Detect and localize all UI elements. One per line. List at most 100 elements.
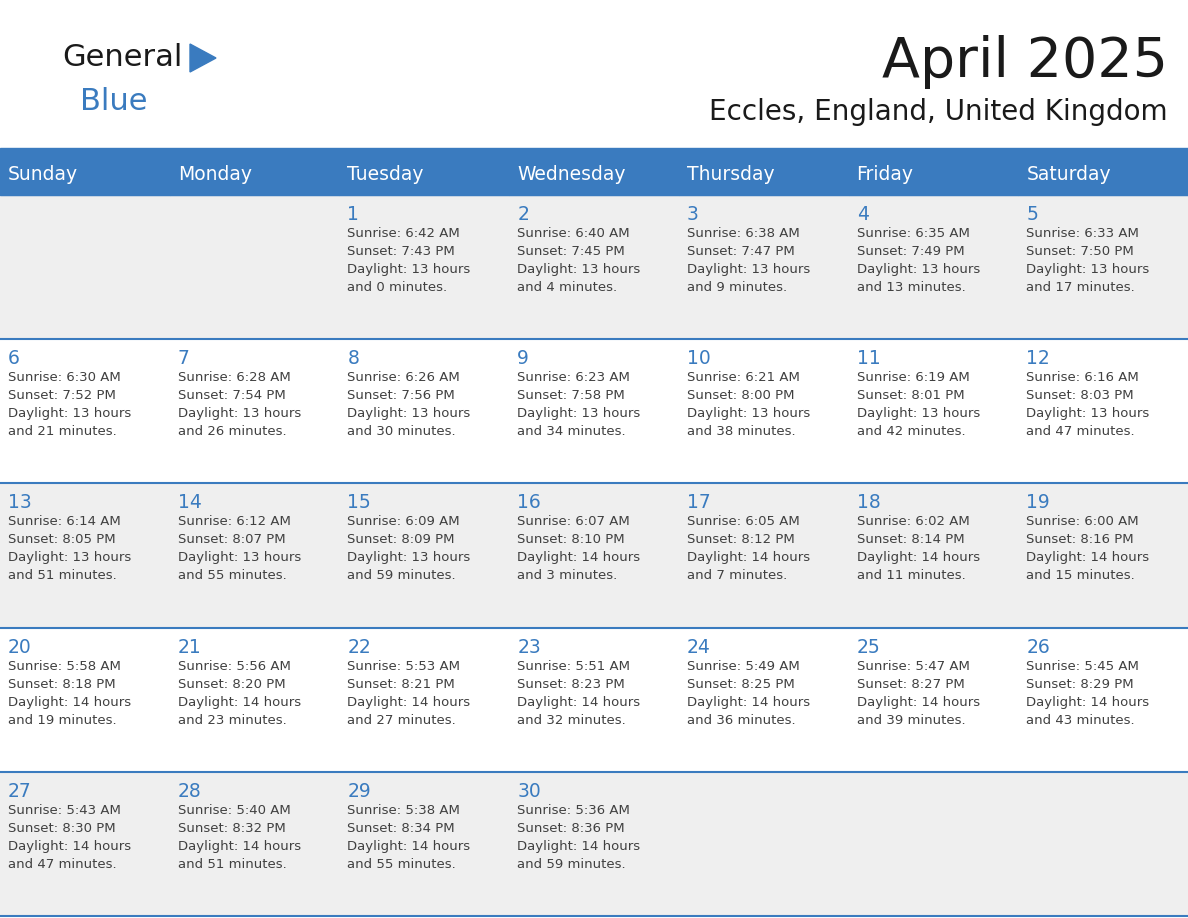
Bar [340, 153, 510, 195]
Bar [170, 628, 340, 772]
Text: Sunrise: 5:47 AM
Sunset: 8:27 PM
Daylight: 14 hours
and 39 minutes.: Sunrise: 5:47 AM Sunset: 8:27 PM Dayligh… [857, 660, 980, 727]
Bar [170, 484, 340, 628]
Text: Sunrise: 6:33 AM
Sunset: 7:50 PM
Daylight: 13 hours
and 17 minutes.: Sunrise: 6:33 AM Sunset: 7:50 PM Dayligh… [1026, 227, 1150, 294]
Bar [510, 339, 678, 484]
Text: 23: 23 [517, 638, 541, 656]
Bar [1018, 484, 1188, 628]
Text: 21: 21 [178, 638, 202, 656]
Text: General: General [62, 43, 183, 73]
Text: Sunrise: 5:38 AM
Sunset: 8:34 PM
Daylight: 14 hours
and 55 minutes.: Sunrise: 5:38 AM Sunset: 8:34 PM Dayligh… [347, 804, 470, 871]
Bar [0, 339, 170, 484]
Bar [510, 195, 678, 339]
Text: Sunrise: 6:12 AM
Sunset: 8:07 PM
Daylight: 13 hours
and 55 minutes.: Sunrise: 6:12 AM Sunset: 8:07 PM Dayligh… [178, 515, 301, 582]
Bar [1018, 339, 1188, 484]
Text: 22: 22 [347, 638, 371, 656]
Bar [1018, 153, 1188, 195]
Text: 3: 3 [687, 205, 699, 224]
Text: 25: 25 [857, 638, 880, 656]
Text: Sunrise: 6:38 AM
Sunset: 7:47 PM
Daylight: 13 hours
and 9 minutes.: Sunrise: 6:38 AM Sunset: 7:47 PM Dayligh… [687, 227, 810, 294]
Bar [848, 772, 1018, 916]
Text: Sunrise: 6:09 AM
Sunset: 8:09 PM
Daylight: 13 hours
and 59 minutes.: Sunrise: 6:09 AM Sunset: 8:09 PM Dayligh… [347, 515, 470, 582]
Text: 19: 19 [1026, 493, 1050, 512]
Bar [678, 339, 848, 484]
Text: 1: 1 [347, 205, 359, 224]
Text: 5: 5 [1026, 205, 1038, 224]
Text: 24: 24 [687, 638, 710, 656]
Text: Sunrise: 6:40 AM
Sunset: 7:45 PM
Daylight: 13 hours
and 4 minutes.: Sunrise: 6:40 AM Sunset: 7:45 PM Dayligh… [517, 227, 640, 294]
Bar [848, 153, 1018, 195]
Text: 2: 2 [517, 205, 529, 224]
Bar [1018, 628, 1188, 772]
Bar [510, 628, 678, 772]
Text: Monday: Monday [178, 164, 252, 184]
Text: Sunrise: 6:35 AM
Sunset: 7:49 PM
Daylight: 13 hours
and 13 minutes.: Sunrise: 6:35 AM Sunset: 7:49 PM Dayligh… [857, 227, 980, 294]
Text: Sunrise: 6:26 AM
Sunset: 7:56 PM
Daylight: 13 hours
and 30 minutes.: Sunrise: 6:26 AM Sunset: 7:56 PM Dayligh… [347, 371, 470, 438]
Bar [0, 195, 170, 339]
Bar [848, 628, 1018, 772]
Text: 8: 8 [347, 349, 359, 368]
Text: 6: 6 [8, 349, 20, 368]
Text: 17: 17 [687, 493, 710, 512]
Bar [170, 772, 340, 916]
Text: Sunrise: 6:14 AM
Sunset: 8:05 PM
Daylight: 13 hours
and 51 minutes.: Sunrise: 6:14 AM Sunset: 8:05 PM Dayligh… [8, 515, 131, 582]
Text: Sunrise: 5:49 AM
Sunset: 8:25 PM
Daylight: 14 hours
and 36 minutes.: Sunrise: 5:49 AM Sunset: 8:25 PM Dayligh… [687, 660, 810, 727]
Text: Sunrise: 5:36 AM
Sunset: 8:36 PM
Daylight: 14 hours
and 59 minutes.: Sunrise: 5:36 AM Sunset: 8:36 PM Dayligh… [517, 804, 640, 871]
Text: Sunrise: 6:05 AM
Sunset: 8:12 PM
Daylight: 14 hours
and 7 minutes.: Sunrise: 6:05 AM Sunset: 8:12 PM Dayligh… [687, 515, 810, 582]
Bar [1018, 772, 1188, 916]
Text: 18: 18 [857, 493, 880, 512]
Text: Friday: Friday [857, 164, 914, 184]
Text: 16: 16 [517, 493, 541, 512]
Bar [340, 772, 510, 916]
Text: Sunrise: 6:00 AM
Sunset: 8:16 PM
Daylight: 14 hours
and 15 minutes.: Sunrise: 6:00 AM Sunset: 8:16 PM Dayligh… [1026, 515, 1150, 582]
Text: 20: 20 [8, 638, 32, 656]
Text: April 2025: April 2025 [881, 35, 1168, 89]
Bar [678, 772, 848, 916]
Bar [510, 153, 678, 195]
Text: Sunrise: 6:19 AM
Sunset: 8:01 PM
Daylight: 13 hours
and 42 minutes.: Sunrise: 6:19 AM Sunset: 8:01 PM Dayligh… [857, 371, 980, 438]
Bar [0, 628, 170, 772]
Text: Saturday: Saturday [1026, 164, 1111, 184]
Text: Sunrise: 6:07 AM
Sunset: 8:10 PM
Daylight: 14 hours
and 3 minutes.: Sunrise: 6:07 AM Sunset: 8:10 PM Dayligh… [517, 515, 640, 582]
Text: Eccles, England, United Kingdom: Eccles, England, United Kingdom [709, 98, 1168, 126]
Text: Sunrise: 5:45 AM
Sunset: 8:29 PM
Daylight: 14 hours
and 43 minutes.: Sunrise: 5:45 AM Sunset: 8:29 PM Dayligh… [1026, 660, 1150, 727]
Text: 28: 28 [178, 782, 202, 800]
Text: Sunrise: 5:58 AM
Sunset: 8:18 PM
Daylight: 14 hours
and 19 minutes.: Sunrise: 5:58 AM Sunset: 8:18 PM Dayligh… [8, 660, 131, 727]
Text: Sunrise: 6:21 AM
Sunset: 8:00 PM
Daylight: 13 hours
and 38 minutes.: Sunrise: 6:21 AM Sunset: 8:00 PM Dayligh… [687, 371, 810, 438]
Bar [848, 484, 1018, 628]
Text: Sunrise: 6:28 AM
Sunset: 7:54 PM
Daylight: 13 hours
and 26 minutes.: Sunrise: 6:28 AM Sunset: 7:54 PM Dayligh… [178, 371, 301, 438]
Text: Sunrise: 6:23 AM
Sunset: 7:58 PM
Daylight: 13 hours
and 34 minutes.: Sunrise: 6:23 AM Sunset: 7:58 PM Dayligh… [517, 371, 640, 438]
Text: Sunrise: 6:42 AM
Sunset: 7:43 PM
Daylight: 13 hours
and 0 minutes.: Sunrise: 6:42 AM Sunset: 7:43 PM Dayligh… [347, 227, 470, 294]
Text: 9: 9 [517, 349, 529, 368]
Text: Sunrise: 6:30 AM
Sunset: 7:52 PM
Daylight: 13 hours
and 21 minutes.: Sunrise: 6:30 AM Sunset: 7:52 PM Dayligh… [8, 371, 131, 438]
Text: 30: 30 [517, 782, 541, 800]
Text: Sunrise: 5:51 AM
Sunset: 8:23 PM
Daylight: 14 hours
and 32 minutes.: Sunrise: 5:51 AM Sunset: 8:23 PM Dayligh… [517, 660, 640, 727]
Bar [1018, 195, 1188, 339]
Text: 29: 29 [347, 782, 371, 800]
Text: Sunrise: 6:16 AM
Sunset: 8:03 PM
Daylight: 13 hours
and 47 minutes.: Sunrise: 6:16 AM Sunset: 8:03 PM Dayligh… [1026, 371, 1150, 438]
Text: Wednesday: Wednesday [517, 164, 626, 184]
Text: 26: 26 [1026, 638, 1050, 656]
Bar [678, 628, 848, 772]
Bar [510, 772, 678, 916]
Text: 27: 27 [8, 782, 32, 800]
Text: Sunrise: 5:56 AM
Sunset: 8:20 PM
Daylight: 14 hours
and 23 minutes.: Sunrise: 5:56 AM Sunset: 8:20 PM Dayligh… [178, 660, 301, 727]
Text: 4: 4 [857, 205, 868, 224]
Text: 10: 10 [687, 349, 710, 368]
Text: Blue: Blue [80, 87, 147, 117]
Bar [678, 153, 848, 195]
Text: 12: 12 [1026, 349, 1050, 368]
Text: 11: 11 [857, 349, 880, 368]
Text: Sunrise: 5:40 AM
Sunset: 8:32 PM
Daylight: 14 hours
and 51 minutes.: Sunrise: 5:40 AM Sunset: 8:32 PM Dayligh… [178, 804, 301, 871]
Text: 7: 7 [178, 349, 190, 368]
Text: 15: 15 [347, 493, 371, 512]
Text: Sunrise: 6:02 AM
Sunset: 8:14 PM
Daylight: 14 hours
and 11 minutes.: Sunrise: 6:02 AM Sunset: 8:14 PM Dayligh… [857, 515, 980, 582]
Text: Sunday: Sunday [8, 164, 78, 184]
Bar [0, 484, 170, 628]
Bar [340, 339, 510, 484]
Text: Sunrise: 5:43 AM
Sunset: 8:30 PM
Daylight: 14 hours
and 47 minutes.: Sunrise: 5:43 AM Sunset: 8:30 PM Dayligh… [8, 804, 131, 871]
Bar [170, 339, 340, 484]
Bar [340, 628, 510, 772]
Text: Tuesday: Tuesday [347, 164, 424, 184]
Bar [170, 195, 340, 339]
Bar [340, 484, 510, 628]
